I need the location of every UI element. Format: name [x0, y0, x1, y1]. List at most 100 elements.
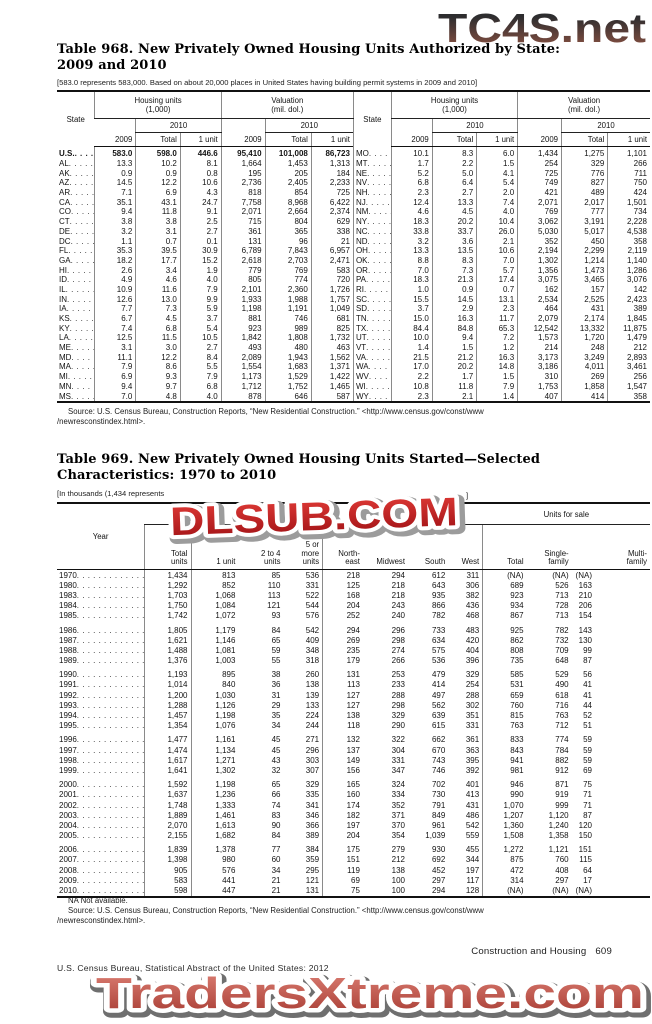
value-cell: 2,079: [517, 313, 562, 324]
value-cell: 1,473: [561, 265, 608, 275]
value-cell: 1,845: [607, 313, 650, 324]
value-cell: 420: [465, 635, 480, 645]
table-row: MI6.99.37.91,1731,5291,422WV2.21.71.5310…: [57, 371, 650, 382]
value-cell: 1.4: [476, 391, 518, 402]
leader-dots: [368, 246, 391, 255]
value-cell: 0.9: [94, 168, 136, 179]
leader-dots: [369, 149, 391, 158]
value-cell: 6.9: [135, 187, 181, 198]
leader-dots: [367, 169, 391, 178]
value-cell: 728: [555, 601, 569, 611]
value-cell: 2,017: [561, 197, 608, 208]
value-cell: 689: [482, 580, 527, 591]
value-cell: 961: [431, 820, 446, 830]
leader-dots: [369, 362, 391, 371]
value-cell: 59: [583, 755, 592, 765]
value-cell: 7.0: [390, 265, 433, 275]
value-cell: 354: [391, 831, 405, 841]
row-label-cell: 1998: [57, 755, 145, 765]
value-cell: 69: [583, 765, 592, 775]
table-row: GA18.217.715.22,6182,7032,471OK8.88.37.0…: [57, 255, 650, 266]
value-cell: 490: [555, 680, 569, 690]
value-cell: 441: [190, 875, 239, 886]
value-cell: 1,750: [144, 600, 191, 611]
value-cell: 1,191: [264, 304, 312, 314]
value-cell: 7.9: [179, 371, 222, 382]
value-cell: 5.0: [431, 168, 477, 179]
value-cell: 712: [555, 721, 569, 731]
value-cell: 118: [322, 720, 363, 731]
table-row: KY7.46.85.4923989825TX84.484.865.312,542…: [57, 323, 650, 334]
value-cell: 1,621: [144, 635, 191, 646]
value-cell: 11.8: [135, 207, 181, 217]
value-cell: 615: [431, 721, 446, 731]
row-label-cell: HI: [57, 265, 95, 275]
value-cell: 1,757: [310, 294, 354, 304]
row-label-cell: WI: [352, 381, 392, 392]
value-cell: 424: [607, 187, 650, 198]
leader-dots: [368, 188, 391, 197]
row-label-cell: 2003: [57, 810, 145, 820]
value-cell: 84.8: [431, 323, 477, 334]
value-cell: 45: [271, 745, 281, 755]
value-cell: 2.2: [431, 158, 477, 169]
value-cell: 132: [322, 730, 363, 745]
row-label-cell: LA: [57, 333, 95, 343]
value-cell: 302: [465, 700, 480, 710]
value-cell: 87: [583, 810, 592, 820]
value-cell: 204: [322, 600, 363, 611]
row-label-cell: KY: [57, 323, 95, 333]
value-cell: 1,358: [548, 831, 569, 841]
value-cell: 1,161: [190, 730, 239, 745]
value-cell: 681: [310, 313, 354, 324]
leader-dots: [67, 295, 94, 304]
leader-dots: [71, 256, 95, 265]
value-cell: 480: [264, 342, 312, 353]
row-label-cell: OR: [352, 265, 392, 275]
value-cell: 2,299: [561, 245, 608, 256]
value-cell: 279: [391, 845, 405, 855]
value-cell: 2,703: [264, 255, 312, 266]
value-cell: 43: [271, 755, 281, 765]
row-label-cell: 1993: [57, 700, 145, 710]
value-cell: 101,008: [264, 146, 312, 159]
value-cell: 21.3: [431, 274, 477, 285]
value-cell: 716: [555, 700, 569, 710]
value-cell: 298: [391, 700, 405, 710]
table-969-title: Table 969. New Privately Owned Housing U…: [57, 452, 540, 483]
value-cell: 131: [220, 236, 266, 246]
value-cell: 2,664: [264, 207, 312, 217]
row-label-cell: 2002: [57, 800, 145, 810]
value-cell: 41: [583, 690, 592, 700]
leader-dots: [71, 353, 94, 362]
value-cell: 1,070: [482, 799, 527, 811]
value-cell: 4.6: [135, 274, 181, 285]
value-cell: 805: [220, 274, 266, 285]
value-cell: 4.0: [179, 391, 222, 402]
value-cell: 197: [322, 820, 363, 831]
multi-family-header: Multi- family: [571, 524, 650, 570]
value-cell: 84.4: [390, 323, 433, 334]
value-cell: 371: [391, 810, 405, 820]
value-cell: 1,398: [144, 854, 191, 866]
table-row: FL35.339.530.96,7897,8436,957OH13.313.51…: [57, 245, 650, 256]
value-cell: 912: [555, 765, 569, 775]
value-cell: 254: [517, 158, 562, 169]
value-cell: 303: [305, 755, 320, 765]
year-2010-header: 2010: [264, 118, 354, 133]
value-cell: 306: [465, 580, 480, 590]
value-cell: 522: [305, 590, 320, 600]
row-label-cell: NV: [352, 178, 392, 188]
valuation-group-header: Valuation (mil. dol.): [517, 91, 650, 119]
value-cell: 127: [322, 700, 363, 711]
value-cell: 382: [465, 590, 480, 600]
leader-dots: [66, 285, 95, 294]
northeast-header: North- east: [322, 524, 363, 570]
value-cell: 1,508: [482, 830, 527, 841]
row-label-cell: 2006: [57, 841, 145, 855]
source-line: Source: U.S. Census Bureau, Construction…: [68, 407, 484, 416]
value-cell: 709: [555, 645, 569, 655]
value-cell: 2.5: [179, 216, 222, 227]
